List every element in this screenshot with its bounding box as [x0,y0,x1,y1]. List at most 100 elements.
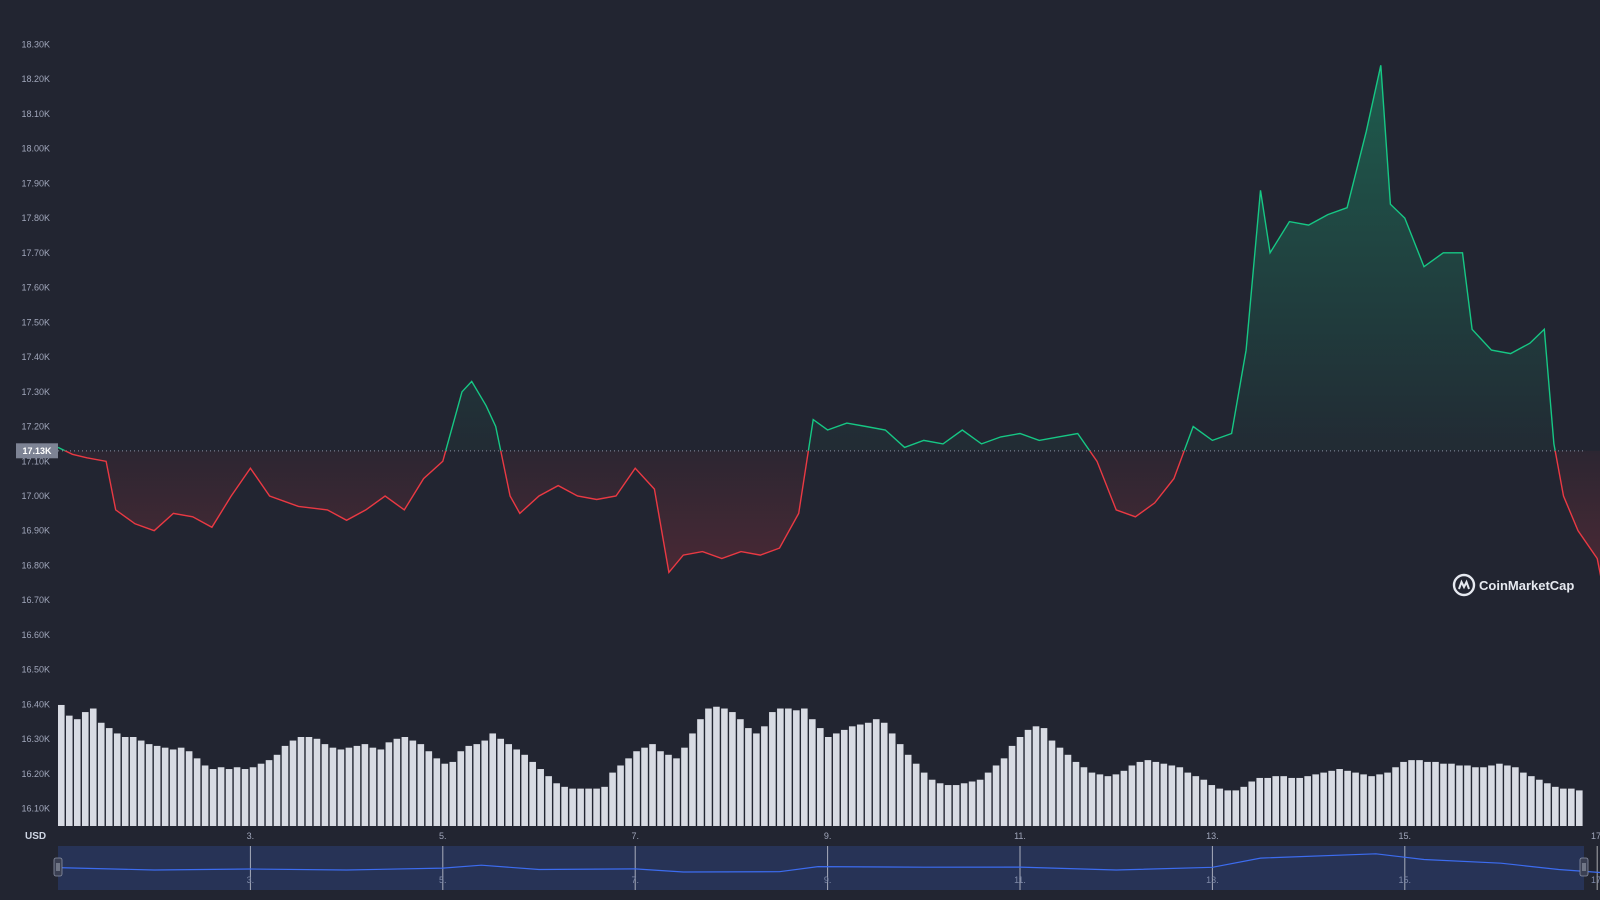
y-tick-label: 18.30K [21,39,50,49]
volume-bar [1472,767,1479,826]
volume-bar [673,758,680,826]
navigator-tick-label: 17. [1591,875,1600,885]
volume-bar [1400,761,1407,826]
volume-bar [944,785,952,826]
volume-bar [441,763,449,826]
y-tick-label: 16.20K [21,769,50,779]
volume-bar [217,767,225,826]
volume-bar [1056,747,1064,826]
y-tick-label: 17.40K [21,352,50,362]
volume-bar [1256,777,1264,826]
volume-bar [457,751,465,826]
volume-bar [257,763,265,826]
volume-bar [1008,745,1016,826]
volume-bar [928,779,936,826]
volume-bar [1440,763,1447,826]
volume-bar [1352,772,1359,826]
volume-bar [121,737,129,826]
volume-bar [289,740,297,826]
volume-bar [896,744,904,826]
x-axis: USD 3.5.7.9.11.13.15.17.19.21.23.25.27.2… [25,831,1600,842]
volume-bar [960,783,968,826]
price-area-above [58,65,1556,451]
volume-bar [1312,774,1319,826]
volume-bar [904,754,912,826]
volume-bar [353,745,361,826]
volume-bar [992,765,1000,826]
volume-bar [113,733,121,826]
volume-bar [697,719,704,826]
volume-bar [1408,760,1415,826]
volume-bar [848,726,856,826]
volume-bar [273,754,281,826]
volume-bar [161,747,169,826]
volume-bar [1560,788,1567,826]
volume-bar [817,728,824,826]
y-tick-label: 16.30K [21,734,50,744]
volume-bar [1208,785,1216,826]
volume-bar [1232,790,1240,826]
volume-bar [521,754,528,826]
navigator-left-handle[interactable] [53,857,63,877]
volume-bar [665,754,672,826]
volume-bar [1544,783,1551,826]
watermark-text: CoinMarketCap [1479,578,1574,593]
volume-bar [1416,760,1423,826]
volume-bar [840,729,848,826]
volume-bar [856,724,864,826]
volume-bar [1016,737,1024,826]
navigator-right-handle[interactable] [1579,857,1589,877]
volume-bar [761,726,768,826]
volume-bar [209,769,217,826]
volume-bar [1480,767,1487,826]
volume-bar [1384,772,1391,826]
navigator-tick-label: 5. [439,875,447,885]
navigator-tick-label: 11. [1014,875,1026,885]
volume-bar [1168,765,1176,826]
volume-bar [1200,779,1208,826]
volume-bar [1424,761,1431,826]
volume-bar [1272,776,1279,826]
x-tick-label: 11. [1014,831,1026,841]
volume-bar [1080,767,1088,826]
volume-bar [241,769,249,826]
y-tick-label: 16.50K [21,665,50,675]
navigator-selection[interactable] [58,846,1584,890]
volume-bar [585,788,592,826]
volume-bar [1224,790,1232,826]
y-tick-label: 16.80K [21,560,50,570]
volume-bar [976,779,984,826]
volume-bar [1488,765,1495,826]
price-line [57,65,1600,577]
volume-bar [1568,788,1575,826]
x-tick-label: 17. [1591,831,1600,841]
y-tick-label: 16.60K [21,630,50,640]
volume-bar [1064,754,1072,826]
volume-bar [1528,776,1535,826]
y-tick-label: 17.90K [21,178,50,188]
volume-bar [1176,767,1184,826]
volume-bar [1520,772,1527,826]
volume-bar [489,733,497,826]
y-tick-label: 17.70K [21,248,50,258]
volume-bar [1448,763,1455,826]
volume-bar [1192,776,1200,826]
x-tick-label: 7. [631,831,639,841]
volume-bar [617,765,624,826]
volume-bar [305,737,313,826]
volume-bar [880,722,888,826]
volume-bar [912,763,920,826]
range-navigator[interactable]: 3.5.7.9.11.13.15.17.19.21.23.25.27.29.12… [53,846,1600,890]
volume-bar [105,728,113,826]
volume-bar [1576,790,1583,826]
price-area-below [58,450,1600,573]
volume-bar [137,740,145,826]
y-tick-label: 17.30K [21,387,50,397]
volume-bar [824,737,832,826]
volume-bar [593,788,600,826]
volume-bar [569,788,576,826]
volume-bar [473,744,481,826]
volume-bar [225,769,233,826]
volume-bar [609,772,616,826]
